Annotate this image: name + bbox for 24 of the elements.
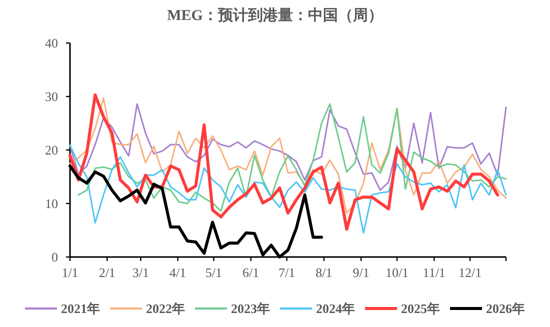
legend-label: 2021年 — [61, 301, 100, 316]
y-tick-label: 20 — [45, 142, 58, 158]
x-tick-label: 6/1 — [242, 265, 260, 280]
legend-label: 2023年 — [231, 301, 270, 316]
x-tick-label: 10/1 — [385, 265, 409, 280]
y-tick-label: 0 — [52, 250, 58, 264]
x-tick-label: 12/1 — [458, 265, 482, 280]
x-tick-label: 1/1 — [62, 265, 78, 280]
x-tick-label: 2/1 — [98, 265, 116, 280]
x-tick-label: 4/1 — [169, 265, 186, 280]
x-tick-label: 5/1 — [205, 265, 222, 280]
y-tick-label: 30 — [45, 89, 58, 104]
y-tick-label: 40 — [45, 36, 58, 50]
y-tick-label: 10 — [45, 196, 58, 211]
x-tick-label: 11/1 — [422, 265, 446, 280]
legend-label: 2024年 — [316, 301, 355, 316]
legend-label: 2026年 — [486, 301, 525, 316]
x-tick-label: 3/1 — [132, 265, 149, 280]
legend-label: 2022年 — [146, 301, 185, 316]
x-tick-label: 8/1 — [316, 265, 332, 280]
legend-label: 2025年 — [401, 301, 440, 316]
x-tick-label: 9/1 — [352, 265, 370, 280]
chart-title: MEG：预计到港量：中国（周） — [167, 7, 383, 24]
x-tick-label: 7/1 — [278, 265, 296, 280]
